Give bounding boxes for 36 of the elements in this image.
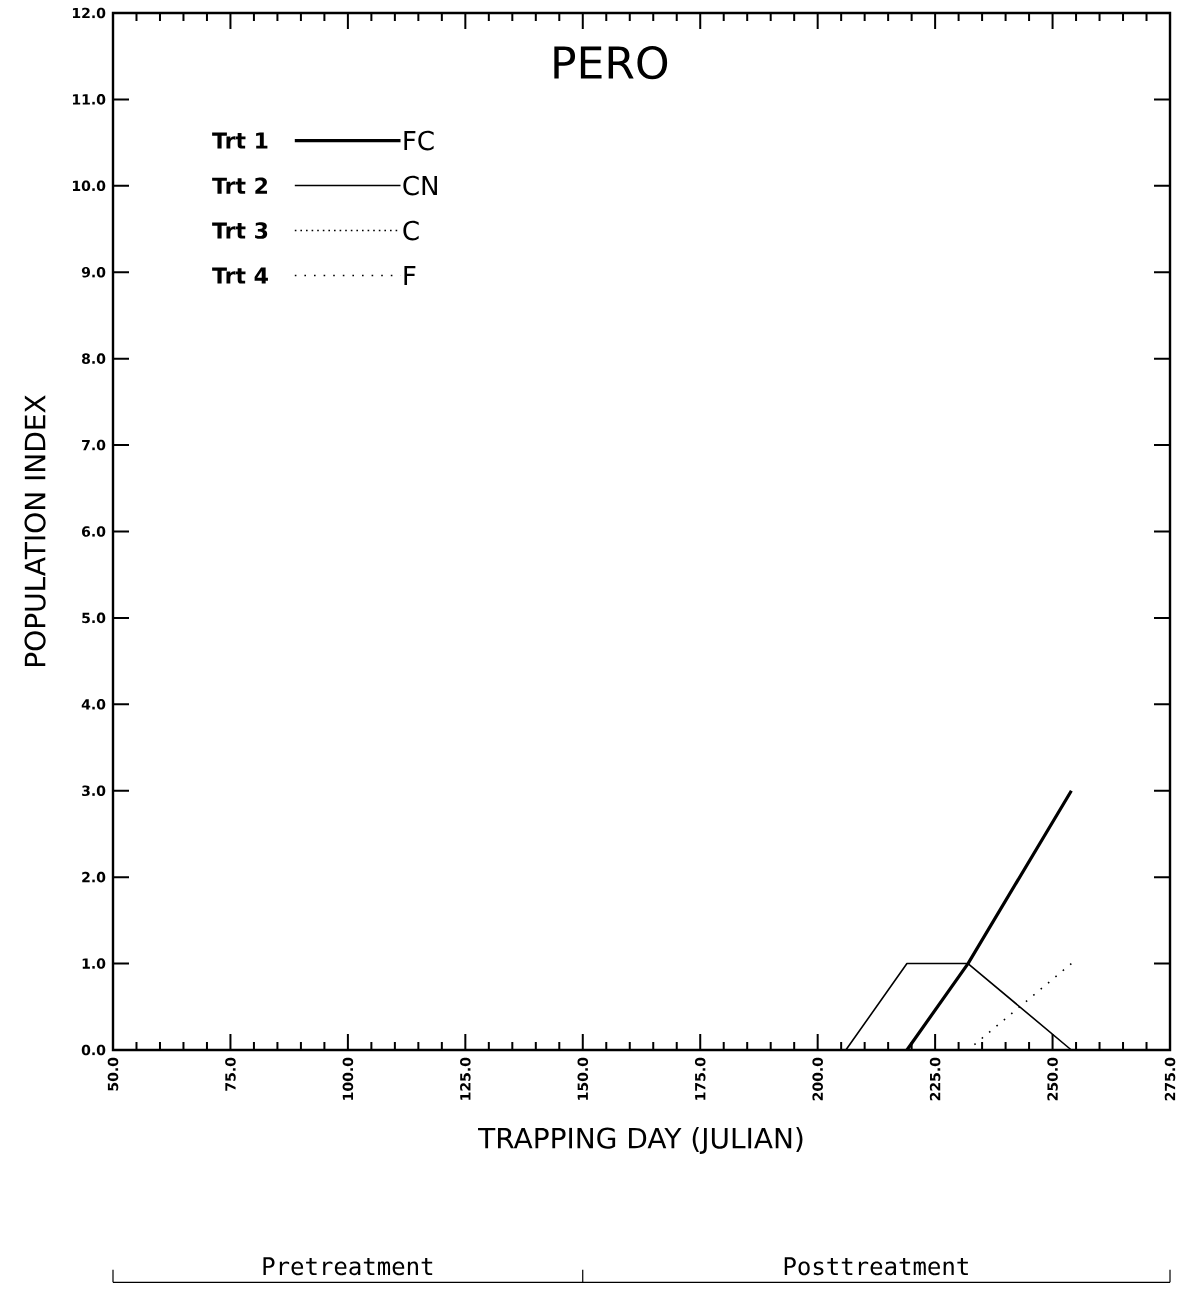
y-tick-label: 4.0 [81,699,106,710]
text: Posttreatment [784,1257,968,1276]
legend-label: Trt 3 [212,222,268,239]
y-tick-label: 3.0 [82,785,106,797]
y-tick-label: 6.0 [82,526,106,537]
annotation: CN [403,175,437,196]
y-tick-label: 2.0 [82,871,106,883]
x-tick-label: 175.0 [694,1057,706,1100]
y-tick-label: 11.0 [72,94,106,105]
x-tick-label: 100.0 [342,1057,354,1100]
x-axis-title: TRAPPING DAY (JULIAN) [478,1127,803,1154]
y-tick-label: 10.0 [72,180,106,192]
y-axis-title: POPULATION INDEX [24,395,46,666]
text: PERO [554,45,668,80]
annotation: FC [404,130,434,151]
x-tick-label: 150.0 [577,1057,589,1100]
legend-label: Trt 4 [212,267,268,284]
y-tick-label: 5.0 [82,612,106,624]
y-tick-label: 7.0 [82,439,106,451]
x-tick-label: 250.0 [1047,1057,1058,1101]
y-tick-label: 1.0 [82,958,106,969]
x-tick-label: 125.0 [460,1057,471,1100]
annotation: F [404,266,416,286]
x-tick-label: 75.0 [225,1057,236,1091]
legend-label: Trt 2 [212,177,268,194]
x-tick-label: 200.0 [812,1057,823,1101]
annotation: C [403,220,419,241]
legend-label: Trt 1 [212,132,268,149]
x-tick-label: 225.0 [929,1057,941,1101]
y-tick-label: 0.0 [81,1044,106,1056]
x-tick-label: 275.0 [1164,1057,1176,1101]
y-tick-label: 9.0 [81,266,106,278]
y-tick-label: 8.0 [81,353,106,364]
y-tick-label: 12.0 [72,7,106,19]
x-tick-label: 50.0 [107,1057,119,1091]
text: Pretreatment [263,1257,433,1276]
